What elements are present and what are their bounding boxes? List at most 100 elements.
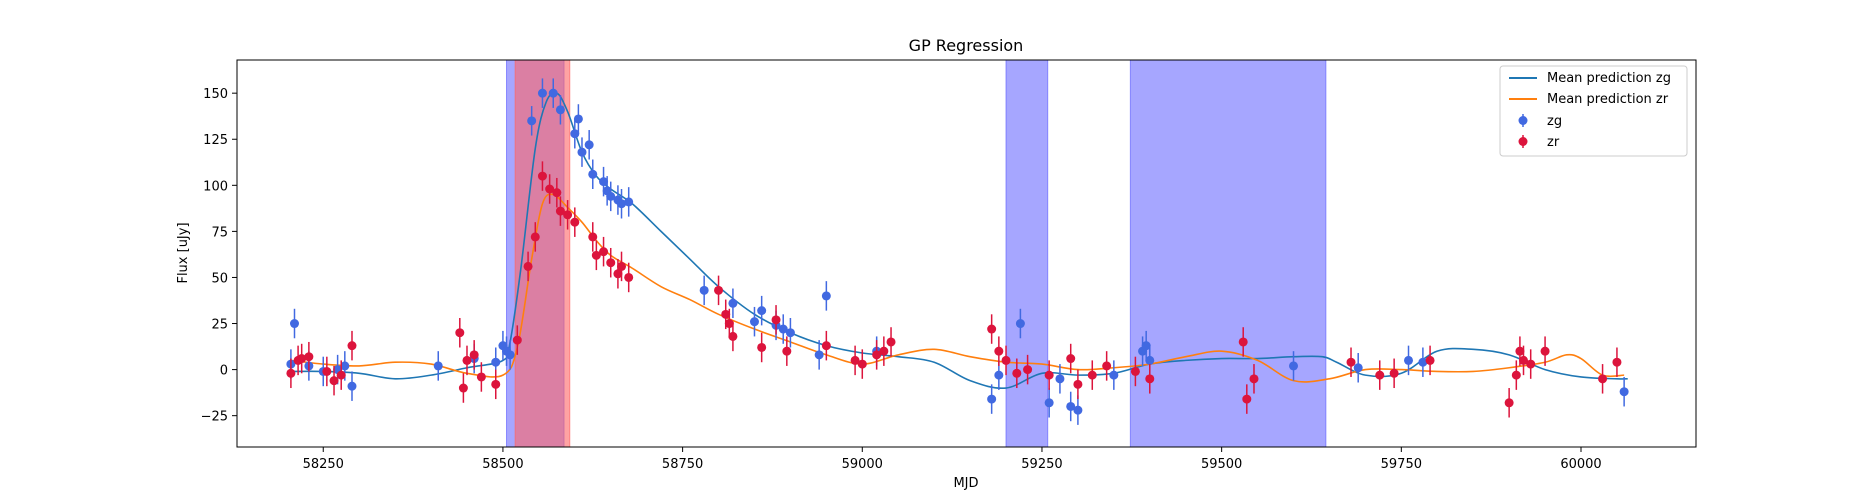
data-point-zr xyxy=(987,314,997,344)
data-point-zr xyxy=(1145,364,1155,394)
mean-prediction-lines xyxy=(290,91,1628,390)
data-point-zr xyxy=(1102,351,1112,381)
data-point-zr xyxy=(512,325,522,355)
y-tick-label: 75 xyxy=(211,225,228,240)
data-point-zg xyxy=(617,189,627,219)
data-point-zr xyxy=(1425,345,1435,376)
data-point-zr xyxy=(1012,358,1022,389)
data-point-zr xyxy=(563,200,573,230)
y-tick-label: 125 xyxy=(203,133,228,148)
data-point-zr xyxy=(304,341,314,372)
data-point-zr xyxy=(588,222,598,252)
data-point-zg xyxy=(778,314,788,344)
data-point-zr xyxy=(1598,364,1608,394)
y-tick-label: 0 xyxy=(220,364,228,379)
data-point-zg xyxy=(588,159,598,189)
data-point-zr xyxy=(297,343,307,374)
data-point-zr xyxy=(994,336,1004,366)
y-tick-label: 150 xyxy=(203,87,228,102)
data-point-zg xyxy=(785,318,795,348)
data-point-zr xyxy=(552,177,562,208)
data-point-zg xyxy=(1073,395,1083,425)
data-point-zr xyxy=(591,240,601,271)
x-tick-label: 59000 xyxy=(842,457,883,472)
data-point-zg xyxy=(577,137,587,167)
data-point-zr xyxy=(724,308,734,339)
data-point-zr xyxy=(879,336,889,366)
shaded-region-zg xyxy=(1005,59,1049,448)
data-points xyxy=(286,78,1629,425)
data-point-zr xyxy=(523,251,533,282)
x-tick-label: 60000 xyxy=(1560,457,1601,472)
y-axis: −25 0 25 50 75 100 125 150 xyxy=(201,87,237,425)
data-point-zr xyxy=(545,174,555,204)
data-point-zg xyxy=(573,104,583,134)
legend-label-zr: zr xyxy=(1547,135,1560,150)
data-point-zr xyxy=(606,247,616,278)
data-point-zg xyxy=(728,288,738,318)
data-point-zr xyxy=(570,207,580,237)
data-point-zr xyxy=(821,330,831,361)
data-point-zg xyxy=(584,130,594,160)
data-point-zr xyxy=(1612,347,1622,377)
mean-line-zg xyxy=(290,91,1628,390)
data-point-zr xyxy=(1242,384,1252,414)
x-axis-label: MJD xyxy=(953,476,978,491)
data-point-zr xyxy=(728,321,738,352)
data-point-zg xyxy=(699,275,709,306)
plot-frame xyxy=(236,59,1697,448)
data-point-zg xyxy=(289,308,299,339)
data-point-zr xyxy=(458,373,468,403)
data-point-zr xyxy=(599,236,609,267)
x-tick-label: 59250 xyxy=(1021,457,1062,472)
data-point-zr xyxy=(1375,360,1385,390)
data-point-zg xyxy=(1418,347,1428,377)
data-point-zr xyxy=(329,365,339,396)
data-point-zr xyxy=(491,369,501,400)
data-point-zr xyxy=(1238,327,1248,357)
shaded-region-zg xyxy=(1129,59,1327,448)
y-tick-label: 50 xyxy=(211,271,228,286)
data-point-zr xyxy=(336,360,346,390)
data-point-zg xyxy=(537,78,547,108)
legend-marker-zr xyxy=(1518,135,1528,148)
data-point-zr xyxy=(347,330,357,361)
y-tick-label: 25 xyxy=(211,318,228,333)
data-point-zr xyxy=(617,251,627,282)
data-point-zr xyxy=(771,305,781,335)
y-axis-label: Flux [uJy] xyxy=(176,222,191,283)
legend-label-zg: zg xyxy=(1547,114,1562,129)
data-point-zg xyxy=(527,106,537,136)
data-point-zr xyxy=(1346,347,1356,377)
data-point-zr xyxy=(1504,388,1514,418)
data-point-zr xyxy=(757,332,767,363)
x-tick-label: 58750 xyxy=(662,457,703,472)
data-point-zg xyxy=(1619,376,1629,407)
data-point-zg xyxy=(1066,391,1076,422)
data-point-zg xyxy=(624,187,634,217)
data-point-zr xyxy=(1249,364,1259,394)
data-point-zr xyxy=(1389,358,1399,389)
data-point-zr xyxy=(782,336,792,366)
data-point-zg xyxy=(1404,345,1414,376)
data-point-zg xyxy=(1015,308,1025,339)
data-point-zr xyxy=(1044,360,1054,390)
data-point-zg xyxy=(555,95,565,125)
x-tick-label: 59750 xyxy=(1381,457,1422,472)
shaded-regions xyxy=(506,59,1327,448)
data-point-zg xyxy=(1289,351,1299,381)
data-point-zr xyxy=(1540,336,1550,366)
data-point-zg xyxy=(821,281,831,311)
data-point-zg xyxy=(606,181,616,212)
y-tick-label: 100 xyxy=(203,179,228,194)
data-point-zr xyxy=(872,340,882,370)
data-point-zr xyxy=(286,358,296,389)
data-point-zr xyxy=(1526,349,1536,379)
x-axis: 58250 58500 58750 59000 59250 59500 59750 60000 xyxy=(303,447,1602,472)
data-point-zr xyxy=(1087,360,1097,390)
data-point-zr xyxy=(714,275,724,306)
mean-line-zr xyxy=(290,193,1625,383)
data-point-zr xyxy=(476,362,486,392)
data-point-zr xyxy=(1066,343,1076,374)
